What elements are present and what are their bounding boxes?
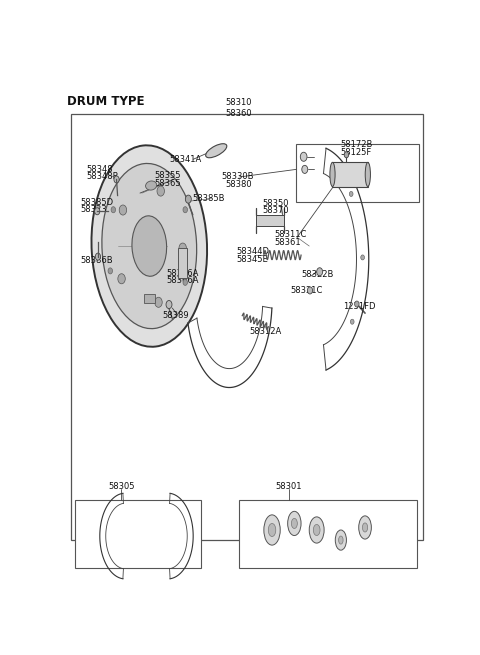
Ellipse shape	[205, 143, 227, 158]
Text: 58321C: 58321C	[290, 286, 323, 295]
Text: 58361: 58361	[274, 238, 300, 246]
Circle shape	[157, 186, 165, 196]
Ellipse shape	[291, 518, 297, 529]
Ellipse shape	[365, 162, 371, 187]
Ellipse shape	[132, 216, 167, 276]
Bar	[256, 215, 284, 227]
Text: DRUM TYPE: DRUM TYPE	[67, 95, 145, 108]
Text: 58172B: 58172B	[341, 140, 373, 149]
Ellipse shape	[330, 162, 335, 187]
Text: 58311C: 58311C	[274, 231, 306, 240]
Ellipse shape	[264, 515, 280, 545]
Ellipse shape	[335, 530, 347, 550]
Text: 58389: 58389	[162, 311, 189, 320]
Text: 58355: 58355	[155, 171, 181, 180]
Ellipse shape	[338, 536, 343, 544]
Text: 58365: 58365	[155, 179, 181, 187]
Text: 58348: 58348	[86, 165, 113, 174]
Circle shape	[349, 191, 353, 196]
Bar	[333, 162, 368, 187]
Circle shape	[179, 243, 186, 253]
Circle shape	[119, 205, 127, 215]
Circle shape	[361, 255, 364, 260]
Text: 58310
58360: 58310 58360	[225, 98, 252, 117]
Circle shape	[183, 279, 188, 286]
Ellipse shape	[362, 523, 368, 532]
Bar	[71, 114, 423, 540]
Text: 58348R: 58348R	[86, 172, 119, 181]
Text: 58356A: 58356A	[166, 269, 198, 278]
Text: 58386B: 58386B	[81, 255, 113, 265]
Text: 58305: 58305	[108, 481, 134, 491]
Bar	[296, 144, 419, 202]
Circle shape	[155, 297, 162, 307]
Circle shape	[185, 195, 192, 203]
Circle shape	[183, 207, 188, 213]
Circle shape	[350, 319, 354, 324]
Text: 58385B: 58385B	[192, 194, 225, 203]
Circle shape	[300, 152, 307, 161]
Ellipse shape	[102, 164, 197, 329]
Circle shape	[118, 274, 125, 284]
Ellipse shape	[92, 145, 207, 346]
Ellipse shape	[359, 516, 372, 539]
Text: 58330B: 58330B	[222, 172, 254, 181]
Circle shape	[95, 208, 100, 215]
Bar	[178, 248, 187, 278]
Text: 58366A: 58366A	[166, 276, 199, 285]
Circle shape	[96, 253, 100, 260]
Circle shape	[114, 176, 119, 183]
Circle shape	[307, 287, 312, 294]
Text: 58312A: 58312A	[250, 328, 282, 336]
Text: 58323: 58323	[81, 205, 107, 214]
Ellipse shape	[309, 517, 324, 543]
Text: 1231FD: 1231FD	[343, 302, 375, 311]
Bar	[144, 295, 155, 303]
Text: 58370: 58370	[263, 206, 289, 215]
Circle shape	[317, 268, 323, 276]
Text: 58125F: 58125F	[341, 148, 372, 157]
Ellipse shape	[145, 181, 156, 190]
Circle shape	[166, 301, 172, 309]
Text: 58350: 58350	[263, 198, 289, 208]
Circle shape	[302, 165, 308, 174]
Text: 58385D: 58385D	[81, 198, 114, 207]
Text: 58344D: 58344D	[237, 247, 270, 256]
Circle shape	[108, 268, 112, 274]
Text: 58380: 58380	[226, 180, 252, 189]
Ellipse shape	[268, 523, 276, 536]
Text: 58345E: 58345E	[237, 255, 268, 264]
Text: 58341A: 58341A	[170, 155, 202, 164]
Text: 58322B: 58322B	[302, 270, 334, 279]
Text: 58301: 58301	[276, 481, 302, 491]
Bar	[75, 500, 202, 568]
Bar	[239, 500, 417, 568]
Circle shape	[344, 152, 348, 158]
Ellipse shape	[313, 525, 320, 536]
Ellipse shape	[288, 512, 301, 536]
Circle shape	[111, 207, 116, 213]
Circle shape	[355, 301, 359, 307]
